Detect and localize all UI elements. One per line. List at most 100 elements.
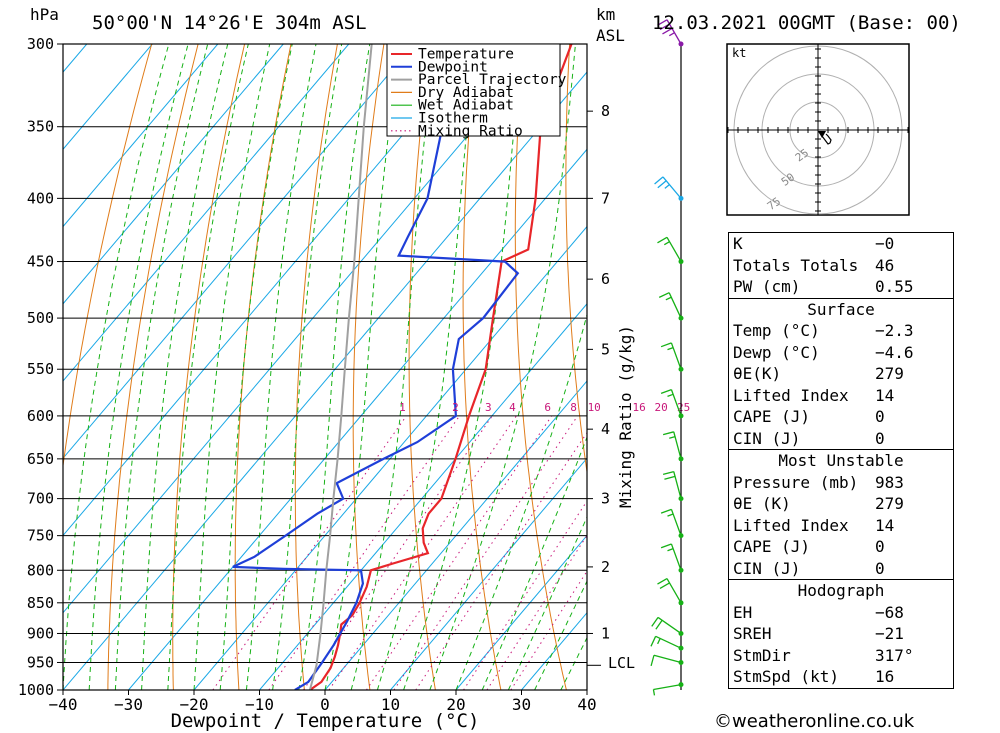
stat-value: 279: [875, 494, 904, 513]
isotherm-line: [63, 71, 587, 690]
mixing-ratio-line: [510, 570, 587, 690]
mixing-ratio-line: [268, 415, 460, 690]
stat-value: −4.6: [875, 342, 914, 362]
stat-value: −0: [875, 234, 895, 253]
hodograph-ring-label: 75: [765, 195, 783, 213]
x-tick-label: 30: [512, 695, 531, 714]
storm-motion-marker: [818, 131, 826, 138]
y-tick-label: 400: [27, 189, 54, 207]
wind-barb: [650, 635, 684, 651]
wind-barb: [660, 342, 684, 372]
stat-row: SREH −21: [729, 623, 953, 645]
wet-adiabat-line: [219, 44, 293, 690]
isotherm-line: [259, 303, 587, 690]
stat-label: CAPE (J): [733, 407, 811, 426]
hodograph-stats-title: Hodograph: [797, 581, 885, 600]
x-tick-label: −30: [114, 695, 143, 714]
stat-row: CIN (J) 0: [729, 558, 953, 580]
dry-adiabat-line: [107, 44, 199, 690]
stat-label: CIN (J): [733, 558, 801, 578]
legend-label: Mixing Ratio: [418, 123, 523, 139]
mixing-ratio-value: 25: [677, 401, 690, 414]
y-tick-label: 350: [27, 118, 54, 136]
legend-label: Dewpoint: [418, 59, 488, 75]
stat-label: SREH: [733, 624, 772, 643]
y-tick-label: 500: [27, 309, 54, 327]
stat-label: CIN (J): [733, 428, 801, 448]
wet-adiabat-line: [376, 44, 477, 690]
credit-link[interactable]: ©weatheronline.co.uk: [714, 711, 915, 732]
mixing-ratio-value: 20: [655, 401, 668, 414]
wind-barb: [660, 508, 684, 539]
mixing-ratio-line: [463, 500, 587, 690]
wet-adiabat-line: [403, 44, 523, 690]
indices-box: K −0 Totals Totals 46 PW (cm) 0.55: [728, 232, 954, 299]
stat-label: Temp (°C): [733, 321, 820, 340]
stat-row: CAPE (J) 0: [729, 536, 953, 558]
stat-row: StmDir 317°: [729, 645, 953, 667]
x-tick-label: 20: [446, 695, 465, 714]
stat-label: θE (K): [733, 494, 791, 513]
stat-value: 0: [875, 428, 885, 448]
wind-barb: [660, 388, 684, 419]
stat-value: 14: [875, 515, 895, 535]
surface-box: Surface Temp (°C) −2.3 Dewp (°C) −4.6 θE(K) 2…: [728, 297, 954, 450]
mixing-ratio-value: 2: [452, 401, 459, 414]
wet-adiabat-line: [167, 44, 249, 690]
isotherm-line: [324, 380, 587, 690]
mixing-ratio-value: 4: [509, 401, 516, 414]
stat-row: θE(K) 279: [729, 363, 953, 385]
stat-label: Pressure (mb): [733, 472, 859, 492]
wind-barb: [652, 682, 684, 696]
wet-adiabat-line: [481, 435, 587, 690]
wet-adiabat-line: [534, 580, 587, 690]
legend-label: Temperature: [418, 47, 514, 63]
y-tick-label: 900: [27, 624, 54, 642]
stat-row: θE (K) 279: [729, 493, 953, 515]
isotherm-line: [63, 44, 350, 382]
stat-row: StmSpd (kt) 16: [729, 666, 953, 688]
wind-barb: [651, 616, 684, 636]
y-tick-label: 550: [27, 360, 54, 378]
altitude-label: 5: [601, 340, 610, 358]
wet-adiabat-line: [114, 44, 209, 690]
altitude-label: 4: [601, 420, 610, 438]
stat-value: −21: [875, 624, 904, 643]
altitude-label: 3: [601, 490, 610, 508]
stat-value: 46: [875, 255, 895, 275]
wet-adiabat-line: [193, 44, 271, 690]
stat-value: −2.3: [875, 321, 914, 340]
stat-row: EH −68: [729, 602, 953, 624]
wind-barb: [657, 19, 684, 47]
surface-title: Surface: [807, 299, 875, 319]
stat-row: K −0: [729, 233, 953, 255]
stat-row: Lifted Index 14: [729, 385, 953, 407]
x-tick-label: −10: [245, 695, 274, 714]
unit-hpa: hPa: [30, 5, 59, 24]
wind-barb: [660, 543, 684, 573]
stat-value: 0: [875, 407, 885, 426]
isotherm-line: [455, 534, 587, 690]
mixing-ratio-value: 16: [632, 401, 645, 414]
hodograph-stats-box: Hodograph EH −68 SREH −21 StmDir 317° StmSpd (…: [728, 579, 954, 689]
hodograph-ring-label: 50: [779, 171, 797, 189]
isotherm-line: [63, 44, 153, 151]
stat-row: CIN (J) 0: [729, 428, 953, 450]
y-tick-label: 650: [27, 450, 54, 468]
y-tick-label: 950: [27, 653, 54, 671]
y-tick-label: 600: [27, 407, 54, 425]
stat-row: Lifted Index 14: [729, 515, 953, 537]
stat-value: 0.55: [875, 277, 914, 296]
stats-panel: K −0 Totals Totals 46 PW (cm) 0.55 Surface Te…: [728, 232, 954, 689]
wind-barb: [657, 236, 684, 265]
wind-barb: [658, 292, 684, 321]
isotherm-line: [63, 44, 284, 305]
isotherm-line: [63, 44, 219, 228]
mixing-ratio-line: [365, 415, 553, 690]
y-tick-label: 800: [27, 561, 54, 579]
stat-label: θE(K): [733, 364, 782, 383]
stat-label: Totals Totals: [733, 255, 859, 275]
mixing-ratio-value: 8: [570, 401, 577, 414]
isotherm-line: [63, 44, 481, 537]
